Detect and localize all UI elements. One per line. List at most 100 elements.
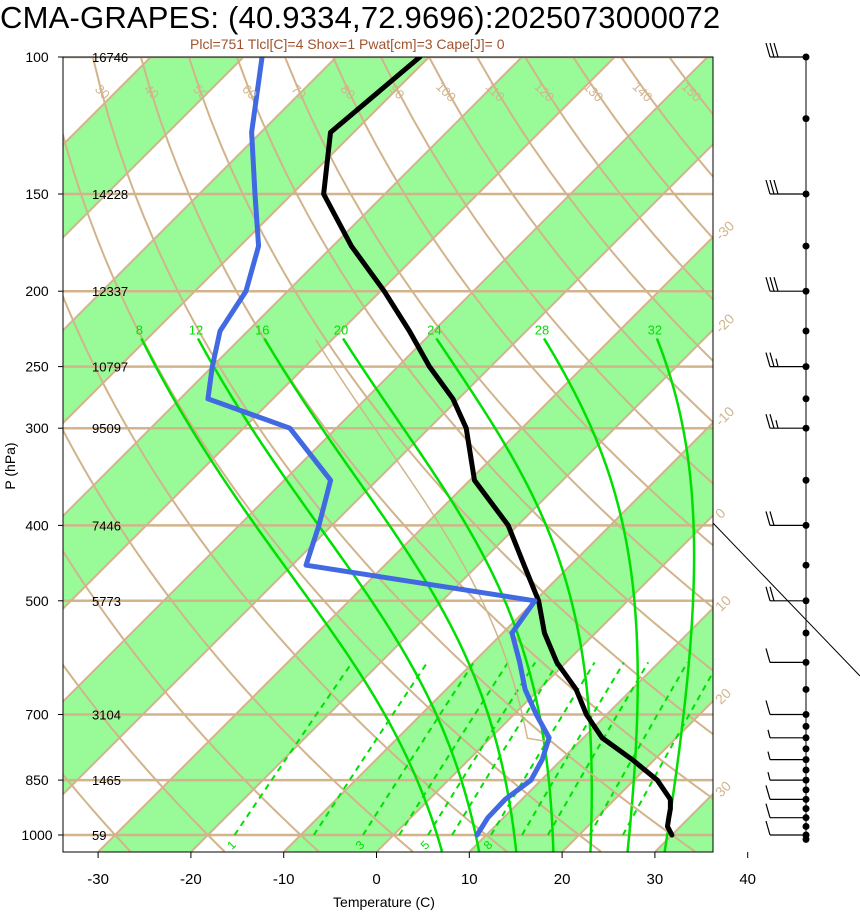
pressure-tick-label: 200 [25, 283, 49, 299]
mixing-ratio-label: 1 [224, 837, 239, 852]
mixing-ratio-line [588, 661, 689, 836]
pressure-tick-label: 300 [25, 420, 49, 436]
wind-level-dot [802, 395, 810, 403]
isotherm-line [63, 142, 713, 796]
wind-barb-feather [773, 277, 779, 292]
isotherm-label: -20 [712, 310, 738, 336]
dry-adiabat [284, 57, 713, 609]
height-label: 16746 [92, 50, 128, 65]
wind-barb-feather [765, 414, 771, 429]
dry-adiabat [717, 57, 860, 851]
height-label: 14228 [92, 187, 128, 202]
wind-barb-feather [769, 277, 775, 292]
isotherm-label: 30 [712, 778, 734, 800]
wind-barb-feather [765, 700, 771, 715]
dewpoint-line [205, 57, 552, 838]
pressure-tick-label: 850 [25, 772, 49, 788]
isotherm-line [63, 57, 523, 518]
isotherm-line [190, 328, 713, 852]
wind-barb-feather [769, 42, 775, 58]
temperature-tick-label: -30 [87, 871, 109, 888]
moist-adiabat [196, 337, 481, 852]
mixing-ratio-line [622, 670, 713, 836]
moist-adiabat [140, 337, 444, 852]
chart-subtitle: Plcl=751 Tlcl[C]=4 Shox=1 Pwat[cm]=3 Cap… [190, 36, 505, 52]
mixing-ratio-line [233, 661, 353, 836]
dry-adiabat-label: 100 [433, 79, 459, 105]
wind-level-dot [802, 786, 810, 794]
wind-level-dot [802, 745, 810, 753]
isotherm-line [561, 699, 713, 852]
profile-series [205, 57, 675, 838]
temperature-tick-label: 0 [372, 871, 380, 888]
height-label: 7446 [92, 518, 121, 533]
wind-level-dot [802, 835, 810, 843]
height-label: 3104 [92, 707, 121, 722]
wind-profile [765, 42, 810, 843]
isotherm-line [97, 235, 713, 852]
wind-barb-half-feather [767, 771, 771, 781]
height-label: 9509 [92, 421, 121, 436]
dry-adiabat [235, 57, 713, 672]
moist-adiabat-label: 28 [535, 322, 549, 337]
chart-title: CMA-GRAPES: (40.9334,72.9696):2025073000… [0, 0, 721, 35]
parcel-path [315, 339, 673, 836]
height-label: 5773 [92, 594, 121, 609]
pressure-tick-label: 250 [25, 359, 49, 375]
pressure-tick-label: 150 [25, 186, 49, 202]
isotherm-line [63, 57, 245, 239]
temperature-line [321, 57, 675, 838]
temperature-tick-label: 40 [739, 871, 756, 888]
isotherm-line [63, 57, 616, 611]
wind-level-dot [802, 822, 810, 830]
dry-adiabat [63, 663, 226, 852]
isotherm-line [469, 606, 713, 852]
wind-level-dot [802, 805, 810, 813]
wind-barb-feather [769, 352, 775, 367]
wind-barb-feather [773, 179, 779, 195]
pressure-tick-label: 500 [25, 593, 49, 609]
isotherm-label: 0 [712, 505, 729, 522]
temperature-band [841, 57, 860, 851]
wind-level-dot [802, 115, 810, 123]
wind-level-dot [802, 766, 810, 774]
wind-level-dot [802, 476, 810, 484]
adiabat-lines [63, 57, 860, 852]
y-axis-label: P (hPa) [2, 442, 18, 489]
temperature-tick-label: -10 [273, 871, 295, 888]
wind-barb-feather [765, 179, 771, 195]
moist-adiabat [435, 337, 594, 852]
wind-level-dot [802, 561, 810, 569]
dry-adiabat [813, 57, 860, 851]
dry-adiabat [187, 57, 713, 736]
wind-barb-half-feather [775, 420, 779, 429]
wind-barb-feather [765, 352, 771, 367]
mixing-ratio-line [362, 661, 475, 836]
wind-barb-feather [765, 511, 771, 526]
wind-level-dot [802, 242, 810, 250]
x-axis-label: Temperature (C) [333, 894, 435, 910]
dry-adiabat [63, 294, 508, 852]
dry-adiabat [332, 57, 713, 547]
background-grid [63, 57, 860, 852]
wind-barb-feather [765, 277, 771, 292]
wind-barb-feather [769, 511, 775, 526]
wind-barb-feather [765, 785, 771, 800]
isotherm-label: 10 [712, 592, 734, 614]
moist-adiabat [341, 337, 555, 852]
isotherm-line [841, 57, 860, 851]
isotherm-line [63, 57, 338, 332]
wind-barb-feather [769, 414, 775, 429]
temperature-tick-label: 10 [461, 871, 478, 888]
pressure-tick-label: 400 [25, 517, 49, 533]
mixing-ratio-line [521, 661, 625, 836]
moist-adiabat [542, 337, 639, 852]
moist-adiabat-label: 32 [648, 322, 662, 337]
mixing-ratio-label: 5 [418, 837, 433, 852]
wind-barb-feather [765, 820, 771, 836]
temperature-tick-label: -20 [180, 871, 202, 888]
wind-barb-half-feather [767, 729, 771, 738]
moist-adiabat [655, 337, 696, 852]
